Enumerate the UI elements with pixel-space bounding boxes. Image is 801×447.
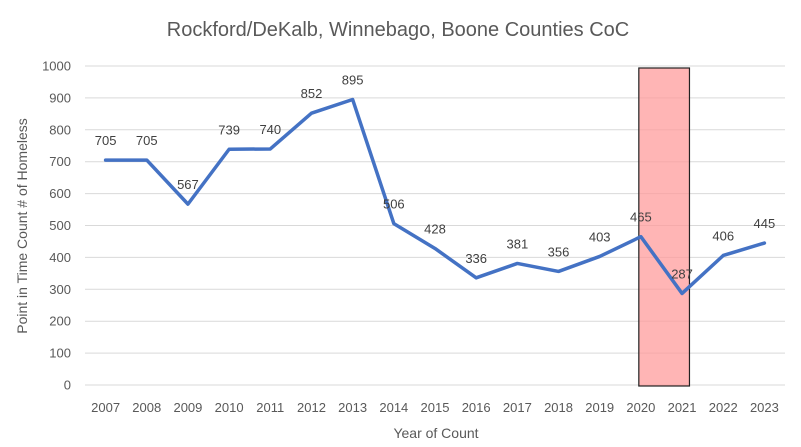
x-axis-ticks: 2007 2008 2009 2010 2011 2012 2013 2014 2015 2016… [91, 400, 779, 415]
x-tick-label: 2023 [750, 400, 779, 415]
x-tick-label: 2017 [503, 400, 532, 415]
data-label: 336 [465, 251, 487, 266]
data-label: 406 [712, 228, 734, 243]
y-tick-label: 700 [49, 154, 71, 169]
data-label: 445 [754, 216, 776, 231]
data-label: 506 [383, 197, 405, 212]
x-tick-label: 2022 [709, 400, 738, 415]
y-tick-label: 300 [49, 282, 71, 297]
data-label: 356 [548, 244, 570, 259]
y-tick-label: 100 [49, 346, 71, 361]
x-tick-label: 2016 [462, 400, 491, 415]
y-tick-label: 1000 [42, 59, 71, 74]
y-tick-label: 200 [49, 314, 71, 329]
data-label: 567 [177, 177, 199, 192]
x-tick-label: 2012 [297, 400, 326, 415]
data-label: 705 [95, 133, 117, 148]
data-label: 287 [671, 266, 693, 281]
x-tick-label: 2011 [256, 400, 284, 415]
data-label: 381 [507, 236, 529, 251]
y-tick-label: 500 [49, 218, 71, 233]
data-label: 740 [259, 122, 281, 137]
x-tick-label: 2015 [421, 400, 450, 415]
x-tick-label: 2007 [91, 400, 120, 415]
data-label: 852 [301, 86, 323, 101]
y-tick-label: 800 [49, 122, 71, 137]
data-label: 465 [630, 210, 652, 225]
x-tick-label: 2014 [379, 400, 408, 415]
chart-title: Rockford/DeKalb, Winnebago, Boone Counti… [167, 19, 629, 41]
data-label: 705 [136, 133, 158, 148]
x-tick-label: 2020 [626, 400, 655, 415]
data-label: 428 [424, 221, 446, 236]
x-tick-label: 2021 [668, 400, 697, 415]
y-axis-ticks: 0 100 200 300 400 500 600 700 800 900 1000 [42, 59, 71, 393]
x-tick-label: 2019 [585, 400, 614, 415]
data-labels: 705 705 567 739 740 852 895 506 428 336 381 356 403 4… [95, 72, 776, 281]
y-tick-label: 900 [49, 90, 71, 105]
x-tick-label: 2018 [544, 400, 573, 415]
y-axis-title: Point in Time Count # of Homeless [14, 118, 30, 334]
x-tick-label: 2013 [338, 400, 367, 415]
data-label: 739 [218, 122, 240, 137]
highlight-band [638, 67, 691, 387]
y-tick-label: 400 [49, 250, 71, 265]
x-tick-label: 2009 [173, 400, 202, 415]
x-axis-title: Year of Count [393, 425, 478, 441]
x-tick-label: 2010 [215, 400, 244, 415]
series-line [103, 97, 767, 296]
data-label: 895 [342, 72, 364, 87]
y-tick-label: 600 [49, 186, 71, 201]
data-label: 403 [589, 229, 611, 244]
y-tick-label: 0 [64, 378, 71, 393]
x-tick-label: 2008 [132, 400, 161, 415]
